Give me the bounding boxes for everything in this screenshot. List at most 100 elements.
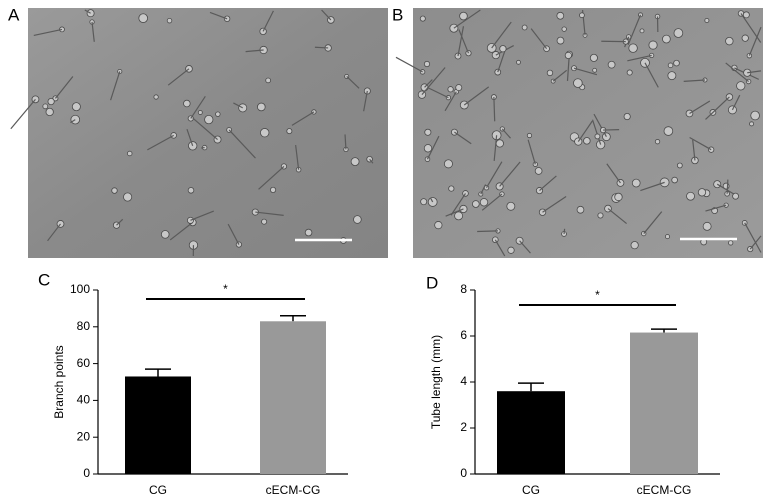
cell-process (421, 67, 446, 96)
y-axis-label: Tube length (mm) (429, 335, 443, 429)
cell-process (10, 98, 36, 130)
cell-process (705, 96, 730, 120)
cell-process (110, 71, 121, 101)
cell (187, 187, 195, 194)
cell (138, 13, 149, 23)
cell-process (321, 9, 332, 21)
cell (448, 185, 455, 192)
cell (704, 18, 710, 23)
cell (686, 191, 695, 201)
cell (516, 59, 521, 65)
bar (125, 376, 191, 474)
y-tick-label: 2 (460, 420, 467, 434)
bar (260, 321, 326, 474)
cell-process (539, 175, 557, 192)
cell (573, 78, 583, 88)
cell (166, 17, 173, 24)
cell (667, 71, 677, 81)
cell-process (481, 193, 503, 211)
cell-process (643, 211, 663, 234)
cell-process (458, 29, 470, 54)
cell-process (689, 100, 711, 115)
cell-process (192, 117, 218, 140)
cell-process (748, 26, 762, 56)
cell (455, 84, 463, 92)
cell (596, 139, 606, 150)
cell (663, 126, 674, 136)
cell (459, 11, 468, 21)
cell-process (262, 10, 274, 32)
cell (506, 201, 516, 211)
cell-process (228, 129, 256, 159)
cell (673, 28, 684, 38)
cell (667, 62, 674, 69)
cell-process (116, 218, 124, 226)
cell (420, 198, 428, 206)
micrographs (10, 8, 763, 258)
y-tick-label: 40 (77, 393, 91, 407)
cell (546, 69, 554, 77)
cell-process (363, 90, 368, 112)
cell (614, 192, 623, 202)
panel-label: A (8, 5, 20, 24)
cell-process (491, 21, 512, 49)
cell (750, 110, 760, 121)
cell (676, 162, 683, 169)
cell (556, 36, 565, 45)
cell-process (480, 184, 487, 195)
cell-process (346, 76, 360, 89)
cell (499, 45, 507, 53)
micrograph (413, 8, 763, 258)
cell (736, 81, 746, 91)
cell-process (227, 223, 240, 245)
x-tick-label: CG (522, 483, 540, 497)
cell-process (167, 68, 190, 86)
bar (630, 332, 698, 474)
cell-process (54, 76, 74, 99)
cell (434, 221, 443, 230)
cell-process (233, 102, 244, 109)
cell-process (454, 131, 472, 145)
cell (732, 192, 739, 200)
cell (725, 36, 734, 46)
cell-process (744, 222, 762, 253)
cell (561, 26, 567, 32)
cell (424, 128, 432, 136)
cell (286, 128, 293, 135)
y-tick-label: 6 (460, 328, 467, 342)
cell-process (344, 134, 347, 150)
cell-process (573, 67, 598, 76)
cell-process (463, 86, 490, 106)
significance-label: * (595, 288, 600, 302)
cell-process (147, 134, 175, 151)
cell (427, 197, 438, 207)
cell-process (577, 120, 593, 142)
cell-process (445, 208, 464, 217)
cell (71, 102, 81, 112)
cell-process (33, 28, 63, 37)
cell (697, 188, 707, 197)
x-tick-label: cECM-CG (637, 483, 692, 497)
cell (671, 176, 678, 184)
cell-process (70, 119, 76, 124)
x-tick-label: cECM-CG (266, 483, 321, 497)
panel-label: B (392, 5, 403, 24)
cell-process (494, 239, 506, 257)
cell-process (426, 135, 440, 160)
cell-process (519, 240, 531, 254)
cell (479, 198, 489, 207)
cell (592, 67, 598, 73)
cell (42, 103, 49, 110)
cell-process (485, 161, 503, 189)
cell-process (591, 119, 602, 145)
cell (265, 77, 271, 84)
cell-process (190, 96, 206, 119)
cell (589, 53, 598, 62)
cell-process (593, 113, 607, 138)
cell-process (186, 129, 194, 146)
cell-process (726, 179, 729, 194)
cell (45, 107, 54, 117)
significance-label: * (223, 282, 228, 296)
cell (304, 228, 313, 237)
cell-process (477, 230, 498, 233)
